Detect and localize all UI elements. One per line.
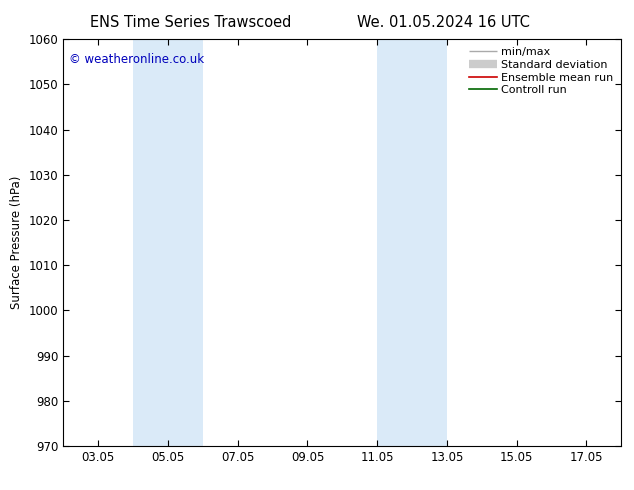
Text: We. 01.05.2024 16 UTC: We. 01.05.2024 16 UTC <box>358 15 530 29</box>
Text: © weatheronline.co.uk: © weatheronline.co.uk <box>69 53 204 67</box>
Text: ENS Time Series Trawscoed: ENS Time Series Trawscoed <box>89 15 291 29</box>
Bar <box>168 39 203 446</box>
Bar <box>133 39 168 446</box>
Y-axis label: Surface Pressure (hPa): Surface Pressure (hPa) <box>10 176 23 309</box>
Legend: min/max, Standard deviation, Ensemble mean run, Controll run: min/max, Standard deviation, Ensemble me… <box>467 45 616 98</box>
Bar <box>377 39 412 446</box>
Bar <box>412 39 447 446</box>
